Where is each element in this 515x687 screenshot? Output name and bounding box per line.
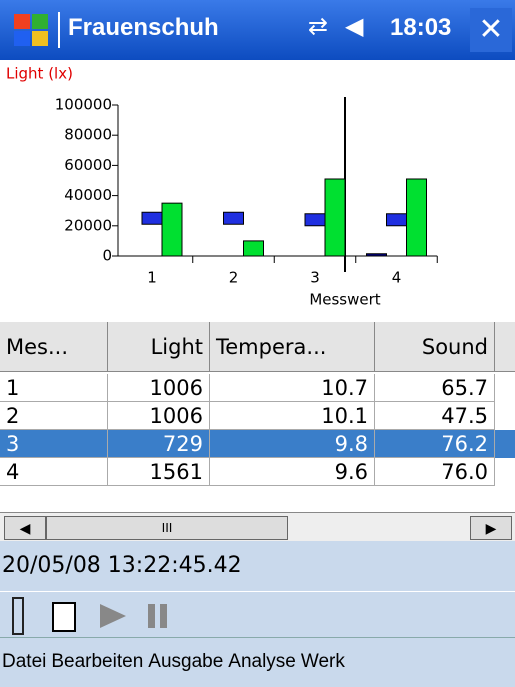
table-cell: 1 [0,374,108,402]
h-scrollbar[interactable]: ◀ III ▶ [0,512,515,542]
table-cell: 76.0 [375,458,495,486]
y-tick-label: 60000 [64,156,112,174]
table-cell: 4 [0,458,108,486]
marker [386,213,407,227]
table-cell[interactable]: 3 [0,430,108,458]
x-tick-label: 3 [310,269,320,287]
menu-item[interactable]: Ausgabe [148,651,224,672]
clock: 18:03 [390,14,452,41]
table-cell[interactable]: 729 [108,430,210,458]
y-tick-label: 80000 [64,126,112,144]
status-area: 20/05/08 13:22:45.42 [0,541,515,591]
table-cell: 2 [0,402,108,430]
y-tick-label: 0 [102,247,112,265]
pause-button[interactable] [146,602,170,630]
start-icon[interactable] [10,12,54,48]
volume-icon[interactable]: ◀︎ [345,13,364,40]
column-header: Light [108,322,210,372]
status-text: 20/05/08 13:22:45.42 [2,553,242,578]
table-cell[interactable]: 76.2 [375,430,495,458]
data-table: Mes... Light Tempera... Sound 1 1006 10.7 65.7 2… [0,322,515,512]
column-header: Sound [375,322,495,372]
menu-item[interactable]: Bearbeiten [51,651,144,672]
menu-item[interactable]: Werk [300,651,345,672]
separator [58,12,60,48]
new-button[interactable] [52,602,76,632]
column-header: Tempera... [210,322,375,372]
column-header: Mes... [0,322,108,372]
marker [223,211,244,225]
bar [161,202,183,257]
play-button[interactable] [98,602,128,630]
y-axis-label: Light (lx) [6,65,73,83]
menu-item[interactable]: Analyse [228,651,296,672]
toolbar-grip [12,597,24,635]
x-tick-label: 1 [147,269,157,287]
connectivity-icon[interactable]: ⇄ [308,13,329,40]
bar [366,253,387,257]
table-cell: 1561 [108,458,210,486]
table-cell: 1006 [108,402,210,430]
chart: Light (lx) Messwert 0 20000 40000 60000 8000… [6,65,438,309]
x-axis-label: Messwert [309,291,380,309]
y-tick-label: 40000 [64,186,112,204]
x-tick-label: 4 [392,269,402,287]
column-header [495,322,515,372]
close-button[interactable]: ✕ [470,8,512,52]
y-tick-label: 100000 [55,96,112,114]
table-cell: 9.6 [210,458,375,486]
app-title: Frauenschuh [68,14,219,41]
bar [324,178,346,257]
table-cell: 10.1 [210,402,375,430]
selected-row [0,430,515,458]
table-cell: 65.7 [375,374,495,402]
table-cell: 10.7 [210,374,375,402]
x-tick-label: 2 [229,269,239,287]
toolbar [0,591,515,638]
bar [406,178,427,257]
bar [243,240,264,257]
table-cell[interactable]: 9.8 [210,430,375,458]
title-bar: Frauenschuh ⇄ ◀︎ 18:03 ✕ [0,0,515,60]
menu-bar: Datei Bearbeiten Ausgabe Analyse Werk [0,637,515,687]
table-cell: 1006 [108,374,210,402]
marker [304,213,326,227]
menu-item[interactable]: Datei [2,651,47,672]
marker [141,211,163,225]
table-cell: 47.5 [375,402,495,430]
y-tick-label: 20000 [64,216,112,234]
